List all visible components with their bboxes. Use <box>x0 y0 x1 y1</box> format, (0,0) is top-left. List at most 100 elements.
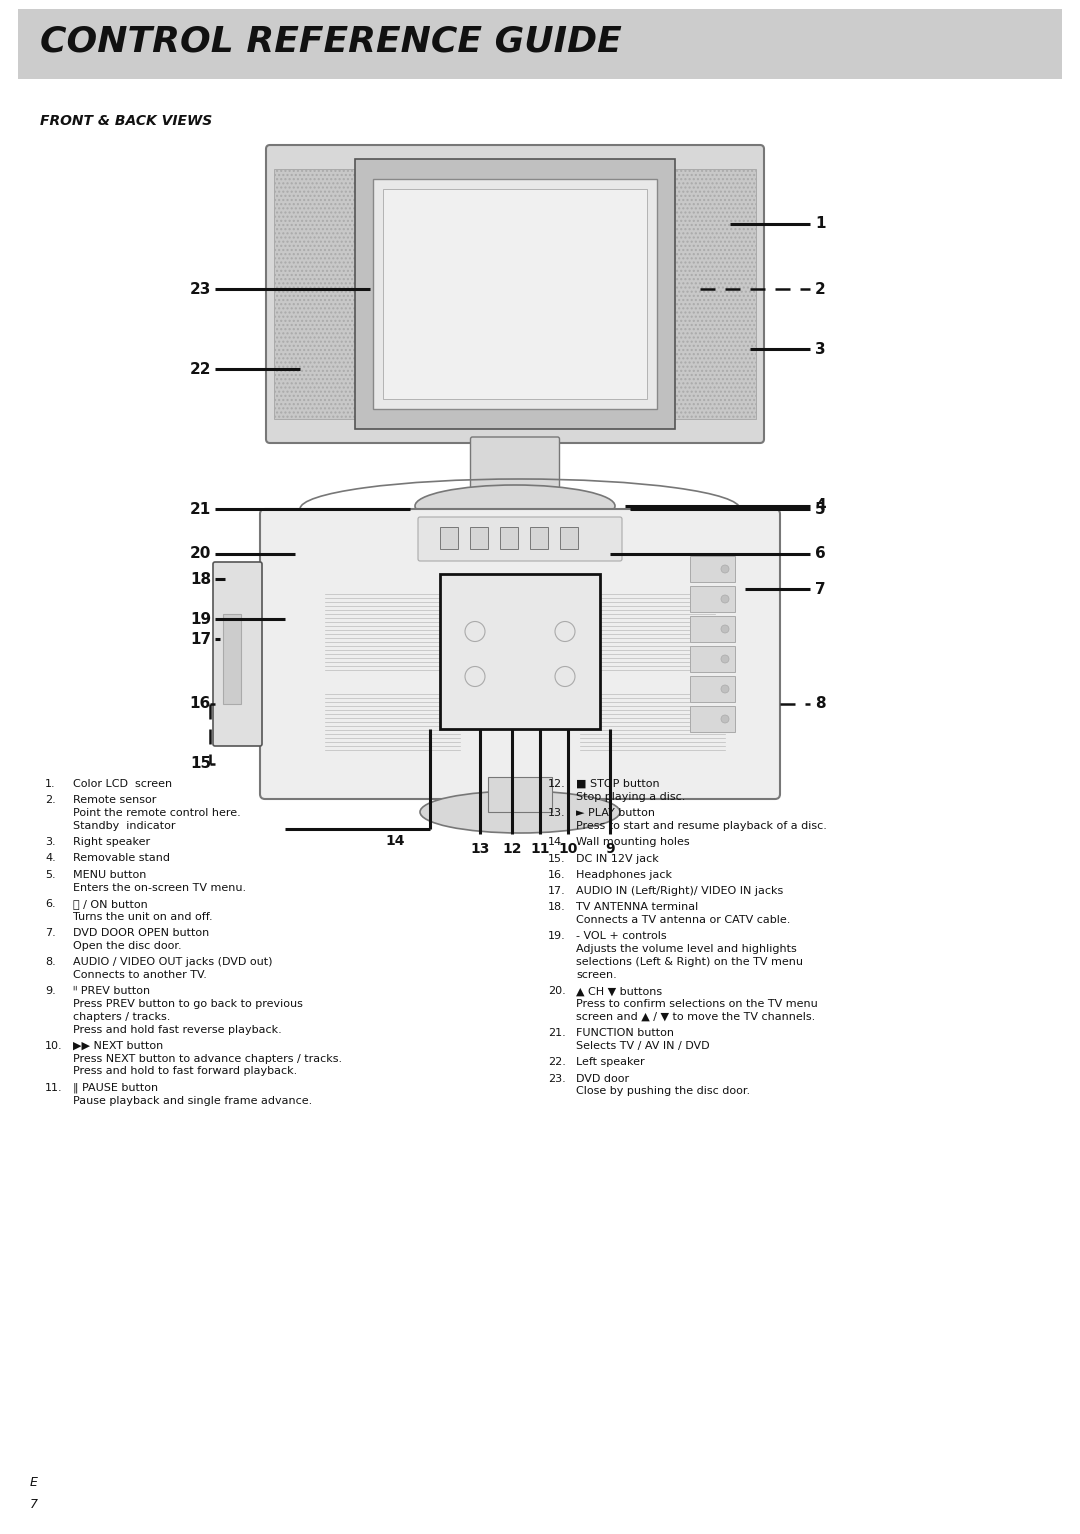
Bar <box>440 574 600 729</box>
Text: chapters / tracks.: chapters / tracks. <box>73 1012 171 1022</box>
Text: 7.: 7. <box>45 928 56 937</box>
Text: Press PREV button to go back to previous: Press PREV button to go back to previous <box>73 999 302 1009</box>
Text: screen.: screen. <box>576 969 617 980</box>
Text: 9: 9 <box>605 842 615 856</box>
FancyBboxPatch shape <box>418 517 622 561</box>
Ellipse shape <box>415 485 615 528</box>
Text: 22.: 22. <box>548 1057 566 1068</box>
Text: 14.: 14. <box>548 838 566 847</box>
Polygon shape <box>355 160 675 430</box>
Text: Press to start and resume playback of a disc.: Press to start and resume playback of a … <box>576 821 827 831</box>
Bar <box>470 528 488 549</box>
Text: Standby  indicator: Standby indicator <box>73 821 175 831</box>
Text: 19: 19 <box>190 612 211 626</box>
Text: 19.: 19. <box>548 931 566 942</box>
Text: FUNCTION button: FUNCTION button <box>576 1028 674 1039</box>
Text: ▶▶ NEXT button: ▶▶ NEXT button <box>73 1042 163 1051</box>
Text: DC IN 12V jack: DC IN 12V jack <box>576 853 659 864</box>
Text: 1.: 1. <box>45 779 56 788</box>
FancyBboxPatch shape <box>266 146 764 443</box>
FancyBboxPatch shape <box>213 561 262 746</box>
Bar <box>690 586 735 612</box>
Text: AUDIO / VIDEO OUT jacks (DVD out): AUDIO / VIDEO OUT jacks (DVD out) <box>73 957 272 966</box>
Text: CONTROL REFERENCE GUIDE: CONTROL REFERENCE GUIDE <box>40 25 622 58</box>
Bar <box>690 676 735 703</box>
Bar <box>440 528 458 549</box>
FancyBboxPatch shape <box>260 509 780 799</box>
Text: Wall mounting holes: Wall mounting holes <box>576 838 690 847</box>
Circle shape <box>721 686 729 693</box>
Text: 16.: 16. <box>548 870 566 881</box>
Text: Close by pushing the disc door.: Close by pushing the disc door. <box>576 1086 751 1097</box>
Text: 2: 2 <box>815 282 826 296</box>
Text: 12: 12 <box>502 842 522 856</box>
Bar <box>500 528 518 549</box>
Text: 15: 15 <box>190 756 211 772</box>
Text: 4.: 4. <box>45 853 56 864</box>
Text: ᑊᑊ PREV button: ᑊᑊ PREV button <box>73 986 150 996</box>
Bar <box>530 528 548 549</box>
Text: 11: 11 <box>530 842 550 856</box>
Text: Press NEXT button to advance chapters / tracks.: Press NEXT button to advance chapters / … <box>73 1054 342 1063</box>
Text: Right speaker: Right speaker <box>73 838 150 847</box>
Bar <box>561 528 578 549</box>
Text: 23.: 23. <box>548 1074 566 1083</box>
Text: 21.: 21. <box>548 1028 566 1039</box>
Bar <box>222 614 241 704</box>
Text: Point the remote control here.: Point the remote control here. <box>73 808 241 818</box>
Text: 17: 17 <box>190 632 211 646</box>
Bar <box>488 778 552 811</box>
Text: 18.: 18. <box>548 902 566 913</box>
Text: 10.: 10. <box>45 1042 63 1051</box>
Text: 20.: 20. <box>548 986 566 996</box>
Text: Press and hold fast reverse playback.: Press and hold fast reverse playback. <box>73 1025 282 1034</box>
Bar <box>383 189 647 399</box>
Text: 20: 20 <box>190 546 211 561</box>
Text: 8: 8 <box>815 696 825 712</box>
Text: Adjusts the volume level and highlights: Adjusts the volume level and highlights <box>576 945 797 954</box>
Text: - VOL + controls: - VOL + controls <box>576 931 666 942</box>
FancyBboxPatch shape <box>471 437 559 495</box>
Text: 14: 14 <box>386 834 405 848</box>
Text: Stop playing a disc.: Stop playing a disc. <box>576 792 686 802</box>
Text: Color LCD  screen: Color LCD screen <box>73 779 172 788</box>
Bar <box>690 617 735 643</box>
Text: 4: 4 <box>815 499 825 514</box>
Text: 3.: 3. <box>45 838 56 847</box>
Text: Press to confirm selections on the TV menu: Press to confirm selections on the TV me… <box>576 999 818 1009</box>
Text: Headphones jack: Headphones jack <box>576 870 672 881</box>
Text: FRONT & BACK VIEWS: FRONT & BACK VIEWS <box>40 114 213 127</box>
Text: 12.: 12. <box>548 779 566 788</box>
Text: 13: 13 <box>470 842 489 856</box>
Circle shape <box>721 715 729 723</box>
Text: ⓘ / ON button: ⓘ / ON button <box>73 899 148 910</box>
Text: 15.: 15. <box>548 853 566 864</box>
Text: 8.: 8. <box>45 957 56 966</box>
Text: DVD DOOR OPEN button: DVD DOOR OPEN button <box>73 928 210 937</box>
Text: Remote sensor: Remote sensor <box>73 795 157 805</box>
Text: 17.: 17. <box>548 887 566 896</box>
Bar <box>18 9 1062 78</box>
Bar <box>690 706 735 732</box>
Text: 6.: 6. <box>45 899 56 910</box>
Text: 7: 7 <box>815 581 825 597</box>
Text: 5: 5 <box>815 502 825 517</box>
Text: ■ STOP button: ■ STOP button <box>576 779 660 788</box>
Text: 9.: 9. <box>45 986 56 996</box>
Text: 11.: 11. <box>45 1083 63 1092</box>
Circle shape <box>721 624 729 634</box>
Text: DVD door: DVD door <box>576 1074 630 1083</box>
Circle shape <box>721 595 729 603</box>
Bar <box>690 646 735 672</box>
Text: E: E <box>30 1476 38 1488</box>
Text: ‖ PAUSE button: ‖ PAUSE button <box>73 1083 158 1094</box>
Text: ▲ CH ▼ buttons: ▲ CH ▼ buttons <box>576 986 662 996</box>
Text: Open the disc door.: Open the disc door. <box>73 940 181 951</box>
Text: Connects a TV antenna or CATV cable.: Connects a TV antenna or CATV cable. <box>576 916 791 925</box>
Text: 2.: 2. <box>45 795 56 805</box>
Text: TV ANTENNA terminal: TV ANTENNA terminal <box>576 902 699 913</box>
Text: 7: 7 <box>30 1497 38 1511</box>
Text: 6: 6 <box>815 546 826 561</box>
Text: 21: 21 <box>190 502 211 517</box>
Text: selections (Left & Right) on the TV menu: selections (Left & Right) on the TV menu <box>576 957 804 966</box>
